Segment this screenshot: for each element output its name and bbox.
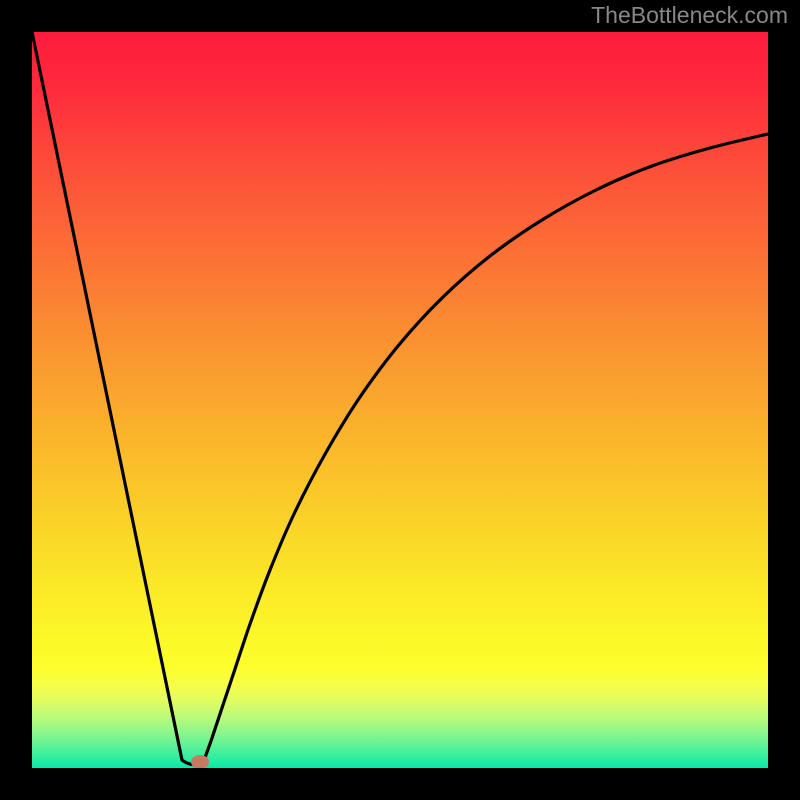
chart-container: TheBottleneck.com — [0, 0, 800, 800]
watermark-text: TheBottleneck.com — [591, 2, 788, 29]
gradient-background — [32, 32, 768, 768]
chart-svg — [32, 32, 768, 768]
plot-area — [32, 32, 768, 768]
